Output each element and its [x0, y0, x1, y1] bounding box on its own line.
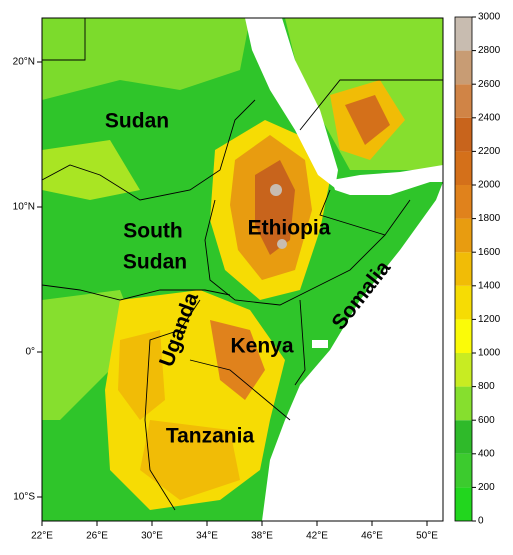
colorbar-label: 2200 [478, 146, 501, 157]
lat-label: 10°N [13, 202, 35, 213]
colorbar-band [455, 319, 472, 353]
colorbar-label: 2000 [478, 180, 501, 191]
lat-label: 0° [25, 347, 35, 358]
colorbar-frame [454, 16, 473, 522]
colorbar-label: 400 [478, 448, 495, 459]
colorbar-label: 3000 [478, 12, 501, 23]
colorbar-band [455, 218, 472, 253]
colorbar-label: 800 [478, 381, 495, 392]
map-area [42, 18, 443, 521]
red-sea [245, 18, 338, 188]
elevation-zone [42, 290, 140, 420]
colorbar-band [455, 487, 472, 521]
elevation-zone [118, 330, 165, 420]
colorbar-label: 2400 [478, 112, 501, 123]
colorbar-label: 200 [478, 482, 495, 493]
colorbar-label: 600 [478, 415, 495, 426]
lon-label: 46°E [361, 531, 383, 542]
elevation-zone [210, 320, 265, 400]
lon-label: 30°E [141, 531, 163, 542]
colorbar-band [455, 285, 472, 320]
colorbar-band [455, 353, 472, 387]
map-frame [41, 17, 444, 522]
lon-label: 34°E [196, 531, 218, 542]
colorbar-label: 2800 [478, 45, 501, 56]
colorbar-label: 1200 [478, 314, 501, 325]
country-label: South [123, 220, 182, 243]
elevation-zone [255, 160, 295, 255]
country-label: Ethiopia [248, 217, 331, 240]
lat-label: 20°N [13, 57, 35, 68]
lat-label: 10°S [13, 492, 35, 503]
elevation-zone [42, 18, 250, 100]
colorbar-band [455, 453, 472, 488]
colorbar-band [455, 420, 472, 454]
lon-label: 50°E [416, 531, 438, 542]
elevation-zone [277, 239, 287, 249]
lake [312, 340, 328, 348]
elevation-zone [270, 184, 282, 196]
colorbar-band [455, 386, 472, 421]
country-label: Sudan [105, 110, 169, 133]
indian-ocean [262, 182, 443, 521]
country-label: Sudan [123, 251, 187, 274]
country-label: Kenya [230, 335, 293, 358]
country-label: Tanzania [166, 425, 255, 448]
colorbar-band [455, 17, 472, 51]
colorbar-label: 0 [478, 516, 484, 527]
colorbar-band [455, 151, 472, 185]
elevation-zone [345, 95, 390, 145]
colorbar-band [455, 185, 472, 219]
colorbar-label: 2600 [478, 79, 501, 90]
colorbar-label: 1000 [478, 348, 501, 359]
colorbar-band [455, 50, 472, 85]
lon-label: 42°E [306, 531, 328, 542]
borders [42, 18, 443, 511]
colorbar-band [455, 117, 472, 152]
colorbar-label: 1400 [478, 280, 501, 291]
lon-label: 38°E [251, 531, 273, 542]
colorbar-band [455, 84, 472, 118]
colorbar-label: 1600 [478, 247, 501, 258]
gulf-of-aden [332, 165, 443, 195]
lon-label: 22°E [31, 531, 53, 542]
elevation-zone [140, 420, 240, 500]
colorbar-label: 1800 [478, 213, 501, 224]
colorbar-band [455, 252, 472, 286]
lon-label: 26°E [86, 531, 108, 542]
